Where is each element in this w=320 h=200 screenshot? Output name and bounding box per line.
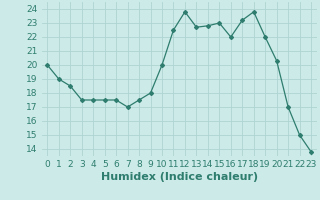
- X-axis label: Humidex (Indice chaleur): Humidex (Indice chaleur): [100, 172, 258, 182]
